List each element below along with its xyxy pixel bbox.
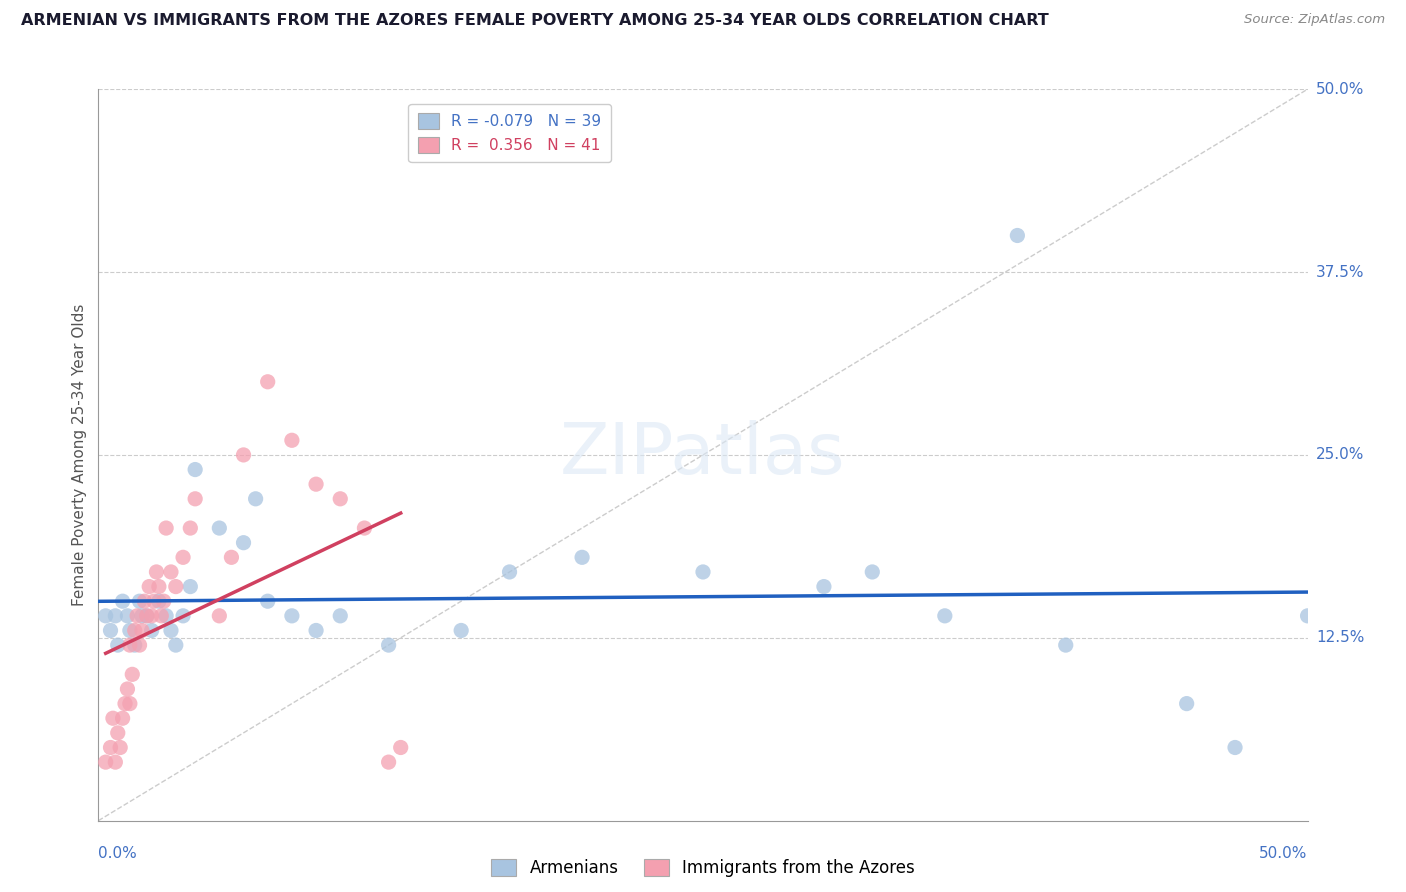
Point [813, 580, 835, 594]
Point [114, 697, 136, 711]
Point [94, 755, 117, 769]
Point [221, 550, 243, 565]
Text: 50.0%: 50.0% [1260, 846, 1308, 861]
Point [101, 711, 124, 725]
Point [1223, 740, 1246, 755]
Point [134, 594, 156, 608]
Point [128, 594, 150, 608]
Point [934, 608, 956, 623]
Point [179, 580, 201, 594]
Text: 50.0%: 50.0% [1316, 82, 1364, 96]
Point [118, 624, 141, 638]
Point [135, 608, 157, 623]
Point [118, 697, 141, 711]
Point [143, 594, 166, 608]
Point [111, 594, 134, 608]
Point [172, 608, 194, 623]
Point [1175, 697, 1198, 711]
Point [117, 608, 139, 623]
Text: 0.0%: 0.0% [98, 846, 138, 861]
Point [127, 608, 149, 623]
Point [141, 624, 163, 638]
Point [117, 681, 139, 696]
Point [208, 608, 231, 623]
Point [281, 434, 304, 448]
Point [111, 711, 134, 725]
Point [281, 608, 304, 623]
Point [498, 565, 520, 579]
Point [150, 608, 173, 623]
Point [389, 740, 412, 755]
Point [329, 491, 352, 506]
Point [232, 448, 254, 462]
Point [145, 565, 167, 579]
Point [172, 550, 194, 565]
Point [256, 594, 278, 608]
Point [245, 491, 267, 506]
Point [124, 638, 146, 652]
Point [232, 535, 254, 549]
Point [124, 624, 146, 638]
Point [571, 550, 593, 565]
Text: Source: ZipAtlas.com: Source: ZipAtlas.com [1244, 13, 1385, 27]
Point [94, 608, 117, 623]
Point [148, 594, 170, 608]
Point [107, 638, 129, 652]
Point [118, 638, 141, 652]
Point [305, 624, 328, 638]
Point [256, 375, 278, 389]
Point [184, 491, 207, 506]
Point [131, 608, 153, 623]
Text: ARMENIAN VS IMMIGRANTS FROM THE AZORES FEMALE POVERTY AMONG 25-34 YEAR OLDS CORR: ARMENIAN VS IMMIGRANTS FROM THE AZORES F… [21, 13, 1049, 29]
Point [450, 624, 472, 638]
Point [179, 521, 201, 535]
Point [1054, 638, 1077, 652]
Point [353, 521, 375, 535]
Point [160, 565, 183, 579]
Point [165, 638, 187, 652]
Point [184, 462, 207, 476]
Point [100, 740, 122, 755]
Point [107, 726, 129, 740]
Text: 37.5%: 37.5% [1316, 265, 1364, 279]
Point [141, 608, 163, 623]
Point [160, 624, 183, 638]
Y-axis label: Female Poverty Among 25-34 Year Olds: Female Poverty Among 25-34 Year Olds [72, 304, 87, 606]
Legend: R = -0.079   N = 39, R =  0.356   N = 41: R = -0.079 N = 39, R = 0.356 N = 41 [409, 104, 610, 162]
Point [1007, 228, 1029, 243]
Point [208, 521, 231, 535]
Point [104, 755, 127, 769]
Point [165, 580, 187, 594]
Legend: Armenians, Immigrants from the Azores: Armenians, Immigrants from the Azores [485, 852, 921, 884]
Point [121, 667, 143, 681]
Point [692, 565, 714, 579]
Text: 25.0%: 25.0% [1316, 448, 1364, 462]
Point [1296, 608, 1319, 623]
Point [155, 521, 177, 535]
Point [329, 608, 352, 623]
Point [860, 565, 883, 579]
Point [104, 608, 127, 623]
Point [377, 755, 399, 769]
Point [131, 624, 153, 638]
Point [128, 638, 150, 652]
Point [377, 638, 399, 652]
Point [305, 477, 328, 491]
Point [152, 594, 174, 608]
Point [138, 580, 160, 594]
Text: 12.5%: 12.5% [1316, 631, 1364, 645]
Point [148, 580, 170, 594]
Point [155, 608, 177, 623]
Text: ZIPatlas: ZIPatlas [560, 420, 846, 490]
Point [135, 608, 157, 623]
Point [100, 624, 122, 638]
Point [108, 740, 131, 755]
